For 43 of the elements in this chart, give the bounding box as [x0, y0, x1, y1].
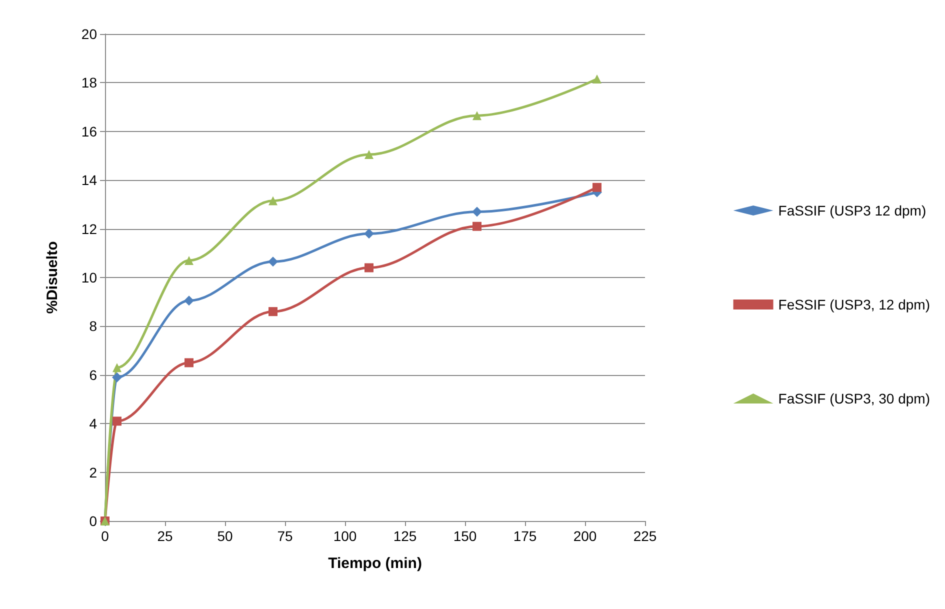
legend-label: FaSSIF (USP3 12 dpm) — [778, 202, 926, 218]
x-axis-title: Tiempo (min) — [328, 555, 422, 572]
point — [184, 256, 194, 265]
x-tick-label: 225 — [633, 528, 657, 544]
point — [364, 228, 374, 239]
point — [268, 196, 278, 206]
x-tick-label: 75 — [277, 528, 293, 544]
point — [472, 111, 482, 120]
y-tick-label: 18 — [81, 74, 98, 91]
point — [364, 150, 374, 160]
point — [268, 307, 278, 316]
x-tick-label: 100 — [333, 528, 357, 544]
y-tick-label: 16 — [81, 123, 98, 140]
legend-label: FeSSIF (USP3, 12 dpm) — [778, 296, 930, 312]
y-tick-label: 12 — [81, 220, 98, 237]
x-tick-label: 0 — [101, 528, 110, 544]
point — [112, 416, 122, 426]
x-tick-label: 175 — [513, 528, 537, 544]
x-tick-label: 150 — [453, 528, 477, 544]
y-tick-label: 10 — [81, 270, 98, 286]
point — [184, 296, 194, 306]
y-tick-label: 2 — [89, 464, 98, 480]
y-tick-label: 4 — [89, 416, 98, 432]
point — [364, 263, 374, 272]
y-tick-label: 6 — [89, 366, 98, 383]
x-tick-label: 25 — [157, 528, 173, 544]
point — [592, 74, 602, 84]
point — [592, 182, 602, 192]
legend-label: FaSSIF (USP3, 30 dpm) — [778, 390, 930, 406]
point — [112, 363, 122, 372]
y-axis-title: %Disuelto — [44, 241, 61, 314]
x-tick-label: 200 — [573, 528, 597, 544]
x-tick-label: 50 — [217, 528, 233, 544]
point — [112, 372, 122, 382]
point — [268, 256, 278, 267]
y-tick-label: 20 — [81, 26, 98, 42]
y-tick-label: 0 — [89, 513, 98, 529]
point — [472, 206, 482, 217]
point — [472, 222, 482, 231]
point — [184, 358, 194, 368]
x-tick-label: 125 — [393, 528, 417, 544]
y-tick-label: 8 — [89, 318, 98, 334]
y-tick-label: 14 — [81, 172, 98, 188]
